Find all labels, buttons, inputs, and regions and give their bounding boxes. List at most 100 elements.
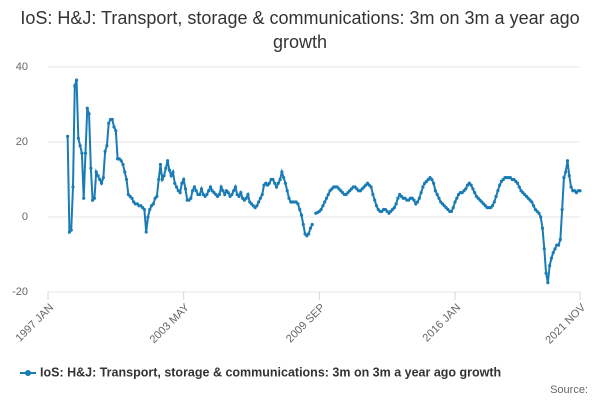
point <box>221 189 225 193</box>
point <box>299 213 304 217</box>
point <box>208 185 213 189</box>
point <box>103 149 107 153</box>
point <box>89 166 93 170</box>
point <box>98 177 102 182</box>
point <box>280 170 284 174</box>
point <box>162 174 166 178</box>
point <box>83 151 88 155</box>
point <box>307 232 311 236</box>
point <box>142 207 147 212</box>
point <box>157 177 161 182</box>
point <box>239 191 243 195</box>
point <box>464 187 468 191</box>
point <box>146 215 150 219</box>
point <box>373 198 377 202</box>
point <box>556 243 561 247</box>
point <box>167 168 171 172</box>
point <box>553 247 557 251</box>
point <box>473 191 477 195</box>
point <box>298 207 302 212</box>
x-tick-label: 2003 MAY <box>148 301 193 346</box>
point <box>544 271 548 275</box>
point <box>471 187 475 191</box>
point <box>114 129 118 133</box>
point <box>183 187 188 191</box>
y-tick-label: -20 <box>12 286 28 298</box>
point <box>144 230 148 234</box>
point <box>321 204 325 208</box>
point <box>182 177 186 182</box>
point <box>123 170 127 174</box>
point <box>569 185 573 189</box>
point <box>432 181 436 185</box>
point <box>273 181 277 185</box>
point <box>260 192 264 197</box>
chart-title: IoS: H&J: Transport, storage & communica… <box>20 8 580 52</box>
point <box>124 177 129 182</box>
point <box>392 206 396 210</box>
point <box>166 159 170 163</box>
point <box>540 226 545 230</box>
point <box>308 226 313 230</box>
point <box>151 202 155 206</box>
y-tick-label: 20 <box>16 136 28 148</box>
point <box>71 185 75 189</box>
point <box>233 185 238 189</box>
legend-label: IoS: H&J: Transport, storage & communica… <box>40 365 501 379</box>
point <box>490 204 495 208</box>
point <box>578 189 582 193</box>
point <box>258 196 263 200</box>
point <box>282 176 286 180</box>
point <box>191 189 195 193</box>
point <box>310 222 314 227</box>
point <box>110 117 114 122</box>
point <box>99 181 104 185</box>
point <box>219 185 223 189</box>
point <box>374 204 379 208</box>
series-line <box>66 79 580 283</box>
point <box>437 196 441 200</box>
point <box>199 187 204 191</box>
point <box>194 189 198 193</box>
point <box>178 191 182 195</box>
point <box>287 196 291 200</box>
point <box>76 136 80 140</box>
point <box>267 181 271 185</box>
point <box>417 196 421 200</box>
point <box>296 202 300 206</box>
point <box>430 177 434 182</box>
point <box>174 185 179 189</box>
point <box>449 209 454 213</box>
point <box>230 192 234 197</box>
point <box>105 144 109 148</box>
y-tick-label: 40 <box>16 61 28 73</box>
point <box>223 192 227 197</box>
point <box>101 176 105 180</box>
point <box>283 181 288 185</box>
point <box>155 194 159 198</box>
point <box>394 202 398 206</box>
point <box>96 174 100 178</box>
point <box>537 211 541 215</box>
point <box>562 176 566 180</box>
point <box>74 78 79 82</box>
point <box>274 185 279 189</box>
point <box>180 181 184 185</box>
point <box>232 189 236 193</box>
point <box>285 189 289 193</box>
x-tick-label: 2021 NOV <box>543 301 588 346</box>
point <box>82 196 86 200</box>
point <box>130 196 134 200</box>
point <box>278 177 282 182</box>
point <box>324 196 329 200</box>
point <box>257 200 261 204</box>
point <box>548 264 552 268</box>
point <box>492 200 496 204</box>
point <box>455 196 459 200</box>
point <box>148 207 152 212</box>
point <box>469 183 473 187</box>
point <box>107 121 111 125</box>
point <box>158 162 163 167</box>
point <box>433 189 437 193</box>
